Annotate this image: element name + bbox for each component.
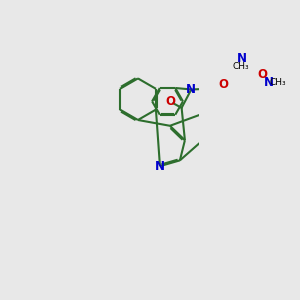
Text: CH₃: CH₃ [270, 78, 286, 87]
Text: N: N [155, 160, 165, 172]
Text: N: N [186, 83, 196, 96]
Text: O: O [218, 78, 228, 91]
Text: O: O [166, 95, 176, 108]
Text: N: N [236, 52, 247, 65]
Text: CH₃: CH₃ [233, 61, 249, 70]
Text: O: O [257, 68, 267, 81]
Text: N: N [263, 76, 273, 89]
